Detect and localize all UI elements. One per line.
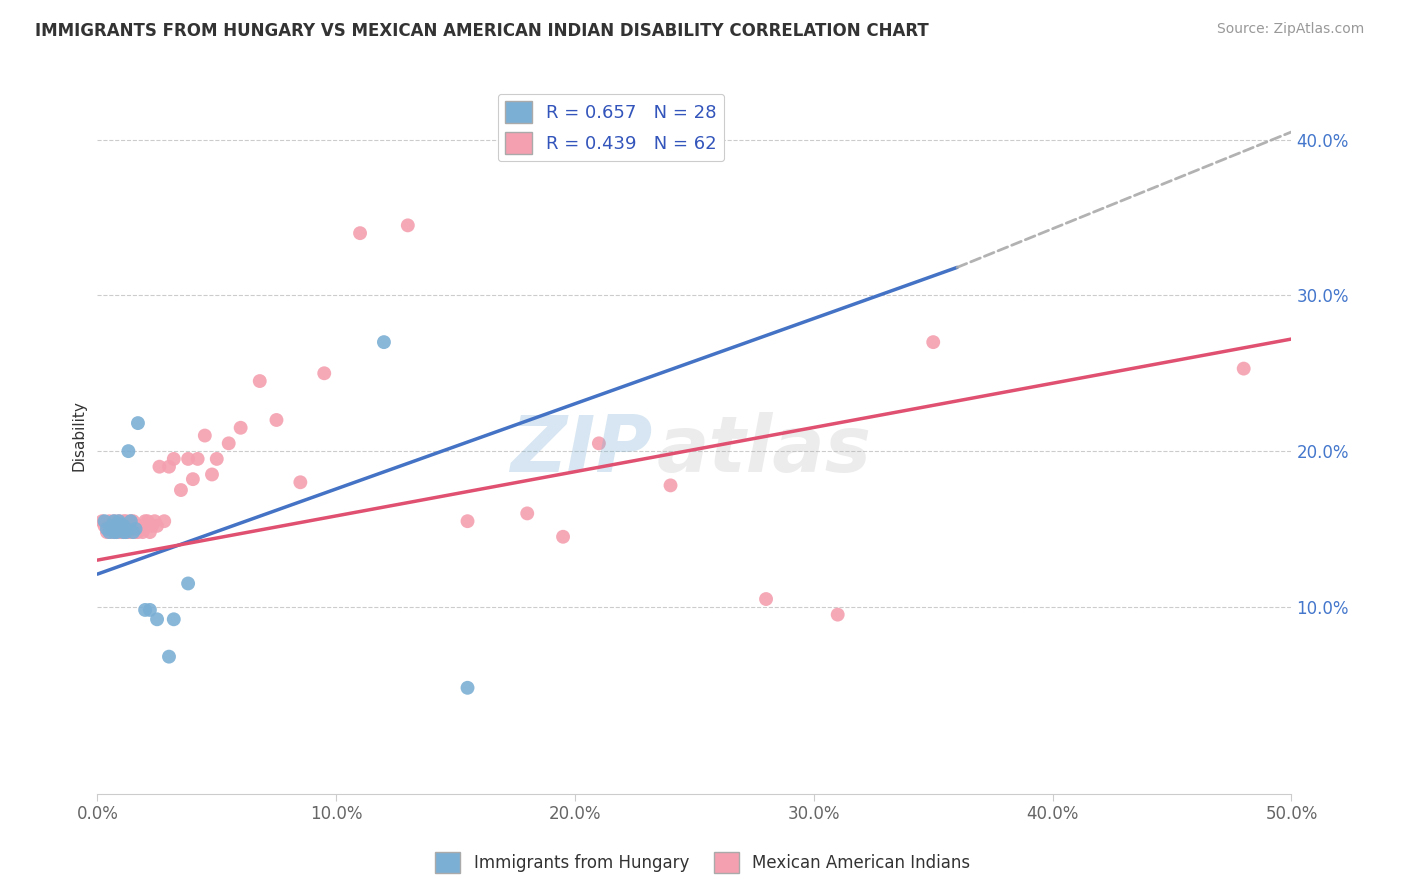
Point [146,519,169,533]
Point [349,226,371,240]
Point [112,514,135,528]
Point [105,525,128,540]
Point [181,472,204,486]
Point [659,478,682,492]
Point [201,467,224,482]
Point [290,475,312,490]
Point [120,525,142,540]
Point [205,451,228,466]
Point [157,459,180,474]
Point [177,576,200,591]
Point [103,514,125,528]
Y-axis label: Disability: Disability [72,401,86,471]
Point [457,681,479,695]
Point [112,525,135,540]
Point [115,525,138,540]
Point [103,525,125,540]
Point [98,525,121,540]
Point [110,517,132,532]
Point [143,514,166,528]
Point [588,436,610,450]
Point [108,514,131,528]
Point [122,514,145,528]
Point [127,416,149,430]
Point [105,519,128,533]
Point [112,525,135,540]
Point [129,519,152,533]
Point [146,612,169,626]
Point [112,519,135,533]
Legend: Immigrants from Hungary, Mexican American Indians: Immigrants from Hungary, Mexican America… [429,846,977,880]
Point [100,525,122,540]
Point [373,335,395,350]
Point [229,421,252,435]
Point [117,525,139,540]
Point [163,451,186,466]
Point [249,374,271,388]
Legend: R = 0.657   N = 28, R = 0.439   N = 62: R = 0.657 N = 28, R = 0.439 N = 62 [498,94,724,161]
Point [103,514,125,528]
Point [124,519,146,533]
Point [108,514,131,528]
Point [134,514,156,528]
Point [396,219,419,233]
Point [96,525,118,540]
Point [108,519,131,533]
Point [163,612,186,626]
Point [141,519,163,533]
Point [122,525,145,540]
Point [120,514,142,528]
Point [108,525,131,540]
Point [100,519,122,533]
Point [124,525,146,540]
Point [153,514,176,528]
Point [922,335,945,350]
Point [1233,361,1256,376]
Point [314,366,336,380]
Point [457,514,479,528]
Point [98,514,121,528]
Point [124,522,146,536]
Point [139,603,162,617]
Point [117,444,139,458]
Point [93,514,115,528]
Point [110,522,132,536]
Text: Source: ZipAtlas.com: Source: ZipAtlas.com [1216,22,1364,37]
Point [120,514,142,528]
Point [110,525,132,540]
Point [170,483,193,497]
Text: ZIP: ZIP [510,412,652,488]
Point [755,592,778,607]
Point [218,436,240,450]
Point [100,519,122,533]
Point [136,514,159,528]
Point [551,530,574,544]
Point [127,525,149,540]
Point [194,428,217,442]
Point [91,514,114,528]
Point [187,451,209,466]
Point [266,413,288,427]
Point [93,519,115,533]
Point [132,525,155,540]
Point [117,519,139,533]
Point [115,525,138,540]
Point [134,603,156,617]
Point [110,519,132,533]
Point [157,649,180,664]
Point [516,507,538,521]
Point [105,525,128,540]
Point [139,525,162,540]
Point [827,607,849,622]
Point [105,522,128,536]
Point [148,459,170,474]
Text: IMMIGRANTS FROM HUNGARY VS MEXICAN AMERICAN INDIAN DISABILITY CORRELATION CHART: IMMIGRANTS FROM HUNGARY VS MEXICAN AMERI… [35,22,929,40]
Point [96,522,118,536]
Text: atlas: atlas [657,412,872,488]
Point [115,514,138,528]
Point [177,451,200,466]
Point [103,525,125,540]
